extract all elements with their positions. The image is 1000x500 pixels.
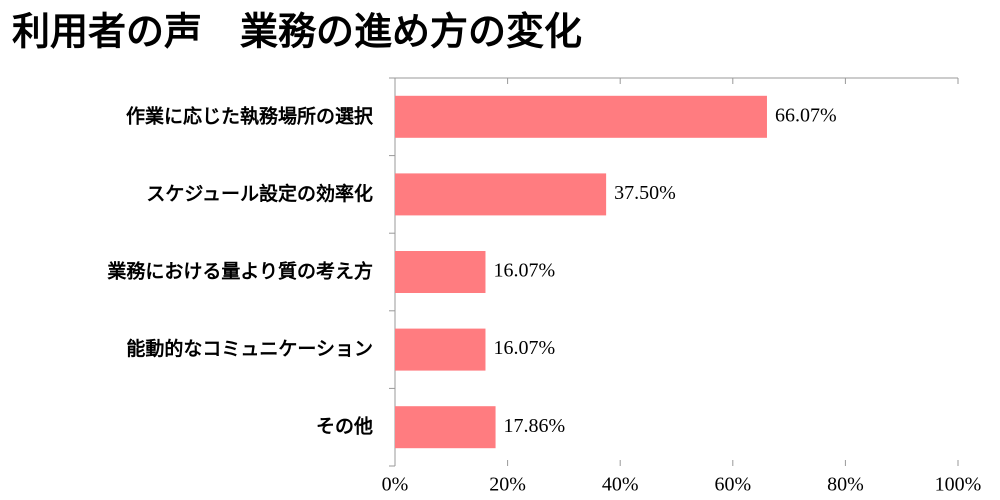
value-label: 17.86% xyxy=(504,415,566,437)
y-tick-label: 作業に応じた執務場所の選択 xyxy=(126,104,374,127)
bar xyxy=(395,95,767,138)
y-tick-label: その他 xyxy=(316,415,373,438)
bar xyxy=(395,406,496,449)
y-tick-label: 業務における量より質の考え方 xyxy=(106,260,373,283)
x-tick-label: 20% xyxy=(489,474,526,496)
bar xyxy=(395,251,486,293)
x-tick-label: 100% xyxy=(935,474,982,496)
x-tick-label: 0% xyxy=(382,474,409,496)
y-tick-label: スケジュール設定の効率化 xyxy=(146,182,373,205)
y-tick-label: 能動的なコミュニケーション xyxy=(126,337,373,360)
x-tick-label: 40% xyxy=(602,474,639,496)
bar xyxy=(395,328,486,371)
value-label: 16.07% xyxy=(493,337,555,359)
bar xyxy=(395,173,607,216)
value-label: 37.50% xyxy=(614,182,676,204)
chart-title: 利用者の声 業務の進め方の変化 xyxy=(12,10,582,54)
x-tick-label: 80% xyxy=(827,474,864,496)
value-label: 16.07% xyxy=(493,260,555,282)
x-tick-label: 60% xyxy=(714,474,751,496)
value-label: 66.07% xyxy=(775,104,837,126)
